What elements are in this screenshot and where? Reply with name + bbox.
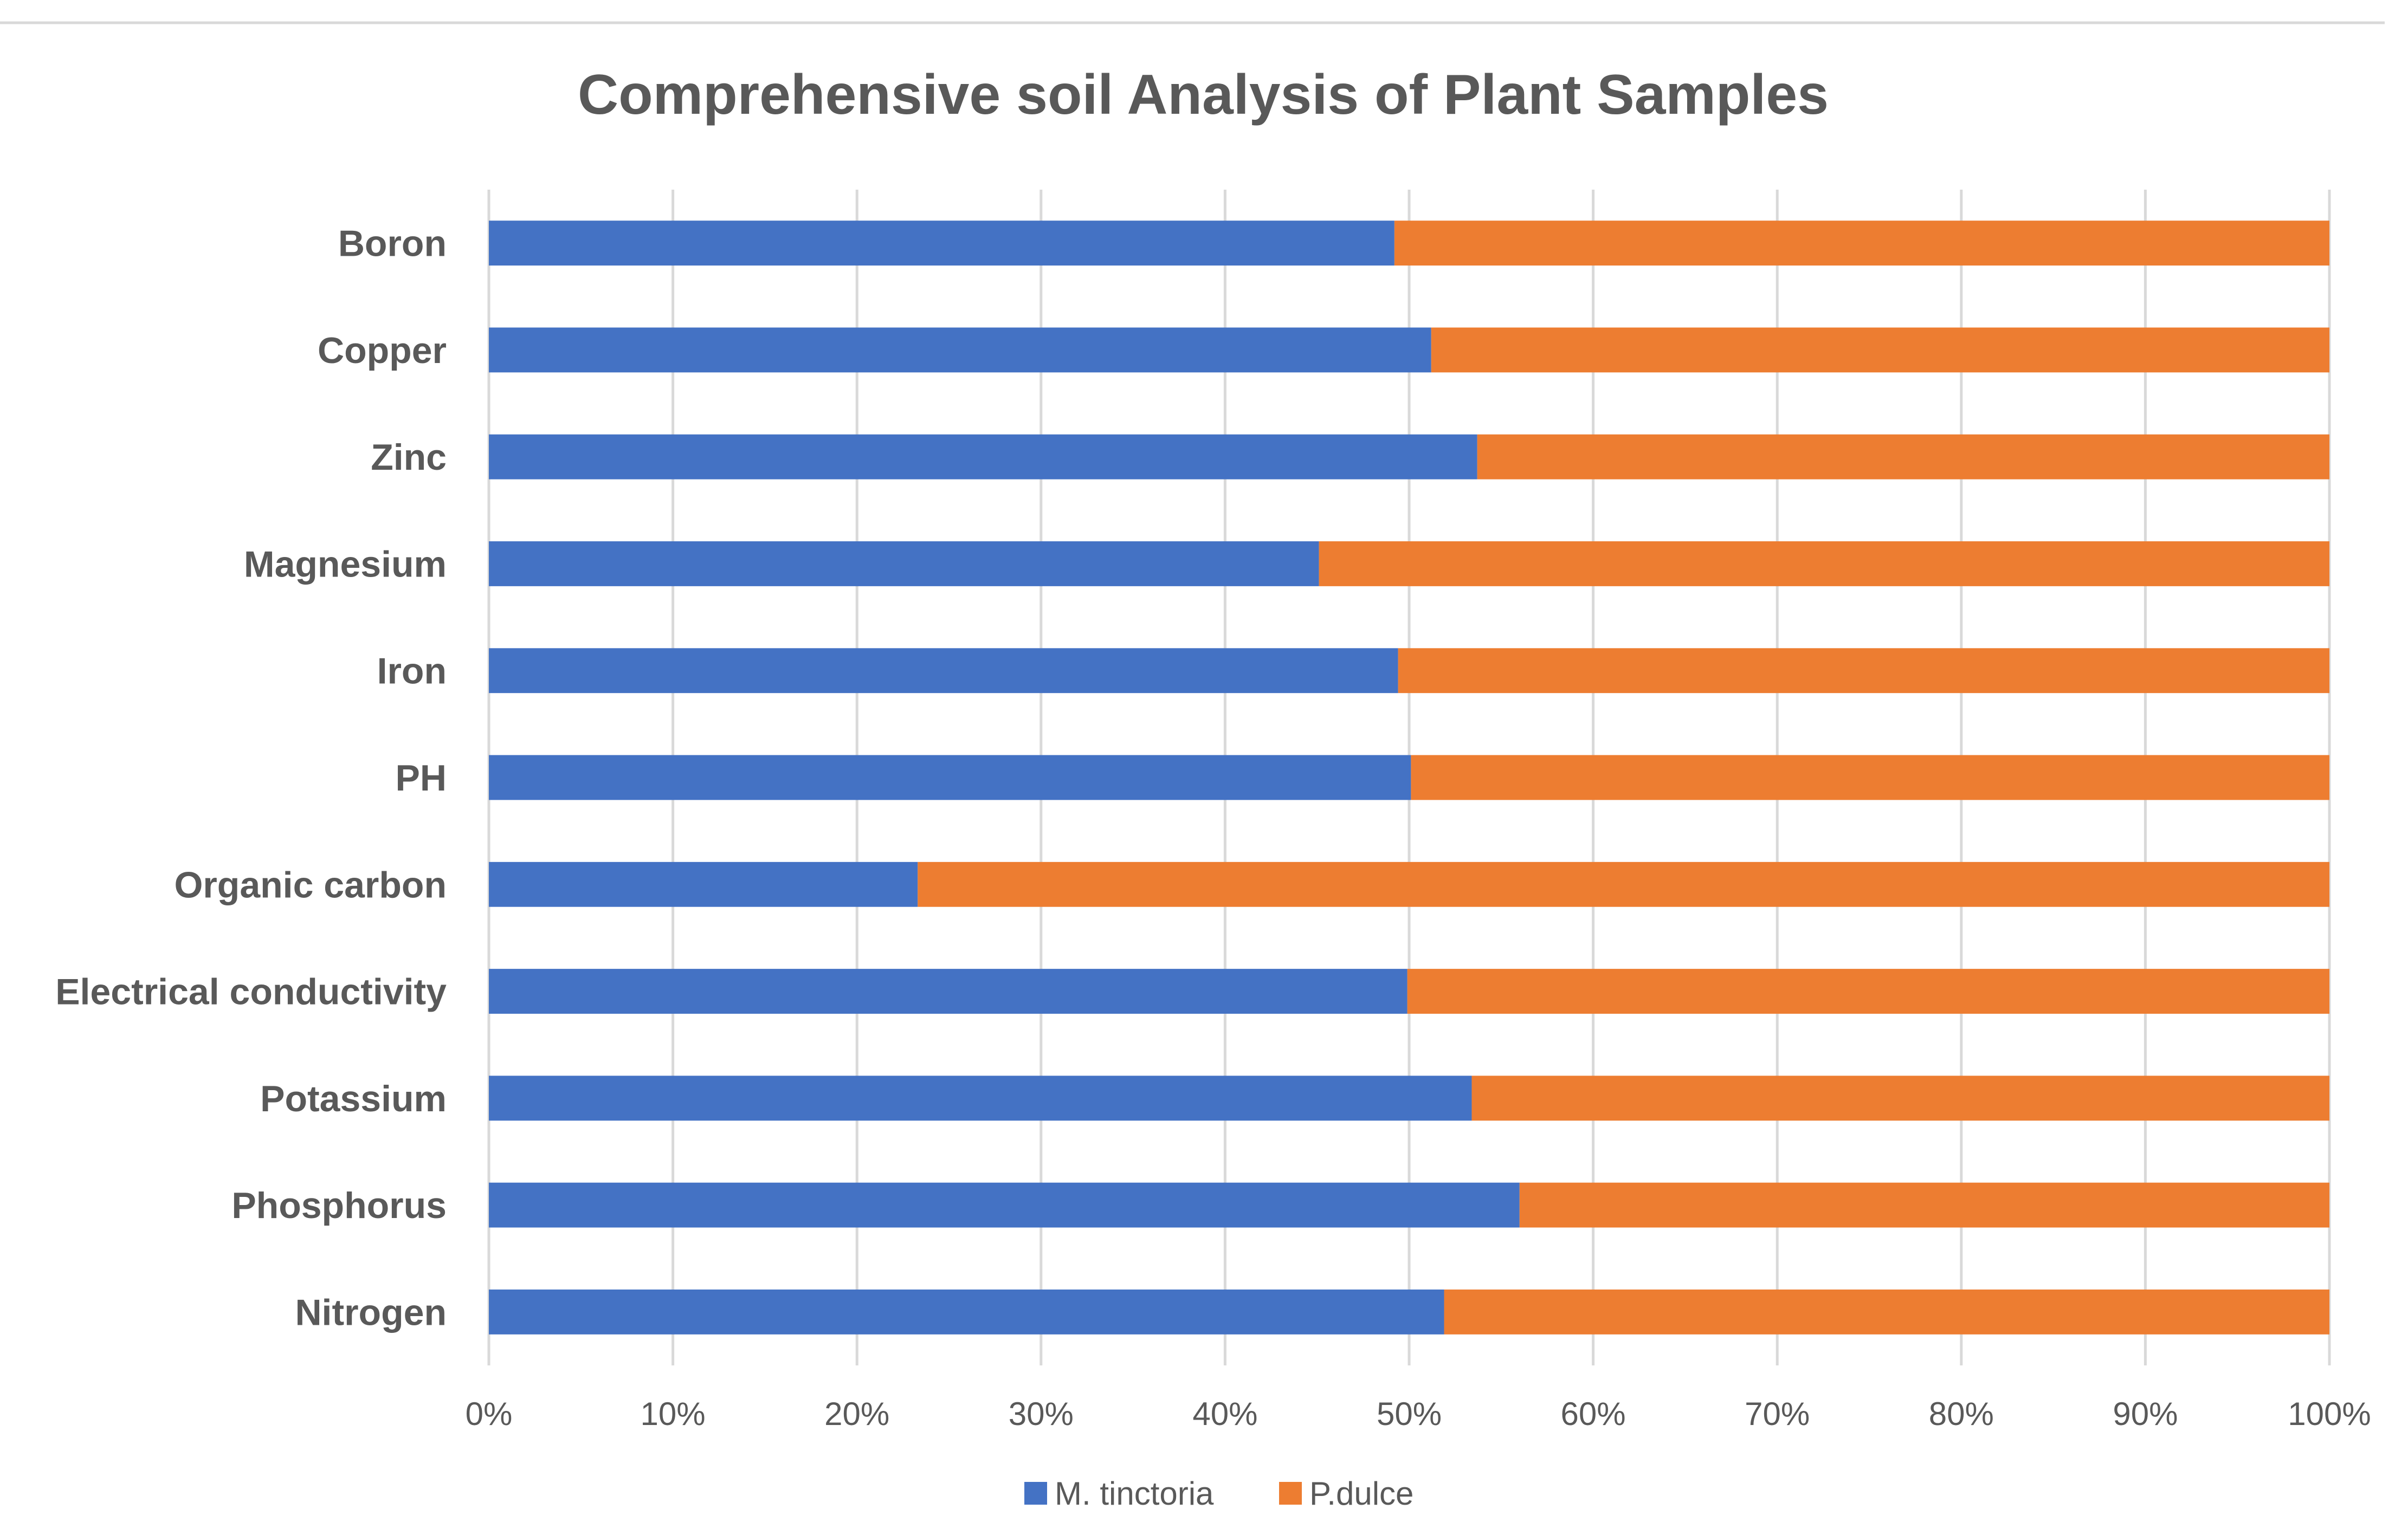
x-tick-label: 40% bbox=[1192, 1396, 1257, 1432]
bar-m-tinctoria-zinc bbox=[489, 434, 1477, 480]
bar-m-tinctoria-phosphorus bbox=[489, 1182, 1520, 1228]
chart-title: Comprehensive soil Analysis of Plant Sam… bbox=[578, 63, 1829, 126]
bar-p-dulce-electrical-conductivity bbox=[1407, 969, 2329, 1014]
bar-m-tinctoria-nitrogen bbox=[489, 1289, 1444, 1335]
bar-p-dulce-zinc bbox=[1477, 434, 2329, 480]
x-tick-label: 0% bbox=[466, 1396, 513, 1432]
x-axis-ticks: 0% 10% 20% 30% 40% 50% 60% 70% 80% 90% 100% bbox=[466, 1396, 2371, 1432]
x-tick-label: 10% bbox=[641, 1396, 706, 1432]
x-tick-label: 20% bbox=[824, 1396, 889, 1432]
bar-p-dulce-phosphorus bbox=[1519, 1182, 2329, 1228]
x-tick-label: 60% bbox=[1561, 1396, 1626, 1432]
legend-label-m-tinctoria: M. tinctoria bbox=[1055, 1475, 1214, 1512]
bar-p-dulce-nitrogen bbox=[1444, 1289, 2329, 1335]
category-label-iron: Iron bbox=[377, 651, 447, 692]
legend: M. tinctoria P.dulce bbox=[1024, 1475, 1413, 1512]
category-label-organic-carbon: Organic carbon bbox=[174, 864, 447, 905]
bar-p-dulce-ph bbox=[1411, 755, 2329, 800]
category-label-ph: PH bbox=[396, 757, 447, 799]
legend-swatch-m-tinctoria bbox=[1024, 1482, 1047, 1505]
bar-m-tinctoria-boron bbox=[489, 221, 1395, 266]
bar-p-dulce-potassium bbox=[1471, 1076, 2329, 1121]
category-label-zinc: Zinc bbox=[371, 437, 447, 478]
bar-m-tinctoria-potassium bbox=[489, 1076, 1472, 1121]
bar-p-dulce-organic-carbon bbox=[918, 862, 2329, 907]
legend-swatch-p-dulce bbox=[1279, 1482, 1302, 1505]
category-labels: Nitrogen Phosphorus Potassium Electrical co… bbox=[55, 223, 447, 1333]
x-tick-label: 90% bbox=[2113, 1396, 2178, 1432]
x-tick-label: 50% bbox=[1377, 1396, 1442, 1432]
x-tick-label: 30% bbox=[1009, 1396, 1074, 1432]
bar-m-tinctoria-copper bbox=[489, 327, 1431, 373]
x-tick-label: 80% bbox=[1929, 1396, 1994, 1432]
category-label-copper: Copper bbox=[318, 330, 447, 371]
bar-m-tinctoria-iron bbox=[489, 648, 1398, 694]
bar-p-dulce-iron bbox=[1398, 648, 2329, 694]
bar-m-tinctoria-magnesium bbox=[489, 541, 1319, 586]
x-tick-label: 70% bbox=[1745, 1396, 1810, 1432]
bar-p-dulce-copper bbox=[1431, 327, 2329, 373]
bar-m-tinctoria-ph bbox=[489, 755, 1411, 800]
bars bbox=[489, 221, 2329, 1335]
category-label-magnesium: Magnesium bbox=[244, 543, 447, 585]
category-label-electrical-conductivity: Electrical conductivity bbox=[55, 971, 447, 1013]
bar-m-tinctoria-organic-carbon bbox=[489, 862, 918, 907]
bar-m-tinctoria-electrical-conductivity bbox=[489, 969, 1408, 1014]
legend-label-p-dulce: P.dulce bbox=[1309, 1475, 1413, 1512]
category-label-nitrogen: Nitrogen bbox=[295, 1292, 447, 1333]
bar-p-dulce-magnesium bbox=[1319, 541, 2329, 586]
category-label-boron: Boron bbox=[338, 223, 447, 264]
category-label-potassium: Potassium bbox=[260, 1078, 447, 1119]
x-tick-label: 100% bbox=[2288, 1396, 2371, 1432]
category-label-phosphorus: Phosphorus bbox=[231, 1185, 447, 1226]
bar-p-dulce-boron bbox=[1394, 221, 2329, 266]
